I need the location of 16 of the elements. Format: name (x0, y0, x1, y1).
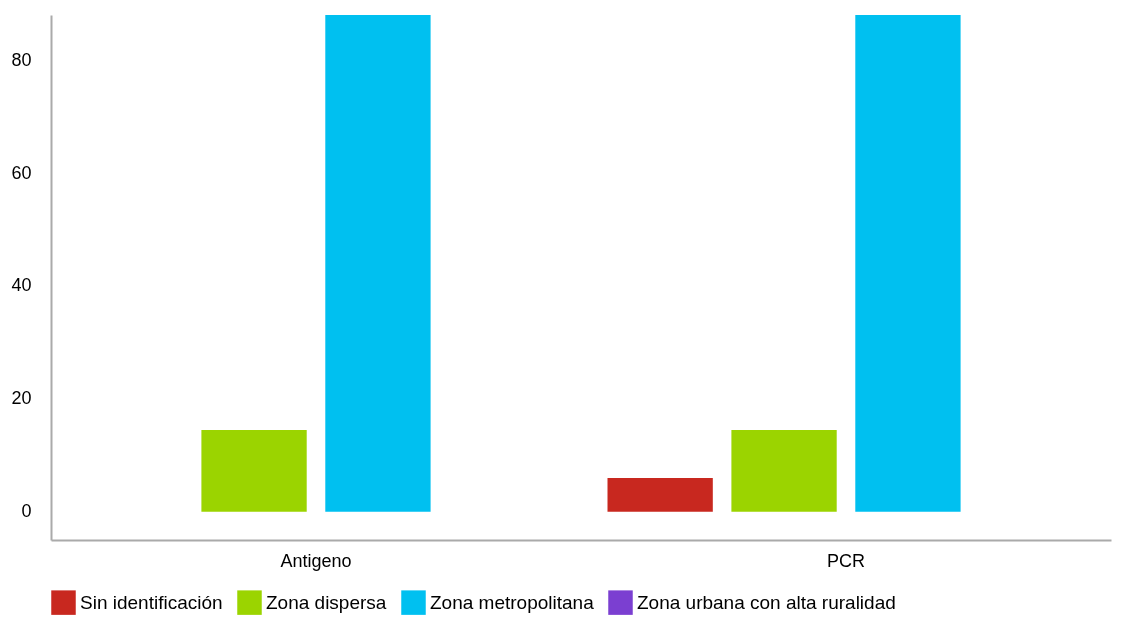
bar (607, 477, 713, 512)
x-tick-label: Antigeno (280, 550, 352, 571)
legend-label: Sin identificación (80, 591, 223, 613)
x-tick-label: PCR (826, 550, 866, 571)
legend-label: Zona urbana con alta ruralidad (637, 591, 896, 613)
bar (325, 15, 431, 512)
y-tick-label: 0 (21, 501, 32, 522)
bar (855, 15, 961, 512)
y-tick-label: 20 (11, 388, 32, 409)
legend-label: Zona dispersa (266, 591, 387, 613)
y-tick-label: 40 (11, 275, 32, 296)
y-tick-label: 60 (11, 162, 32, 183)
y-tick-label: 80 (11, 49, 32, 70)
legend-label: Zona metropolitana (430, 591, 595, 613)
bar (731, 429, 837, 512)
bar (201, 429, 307, 512)
